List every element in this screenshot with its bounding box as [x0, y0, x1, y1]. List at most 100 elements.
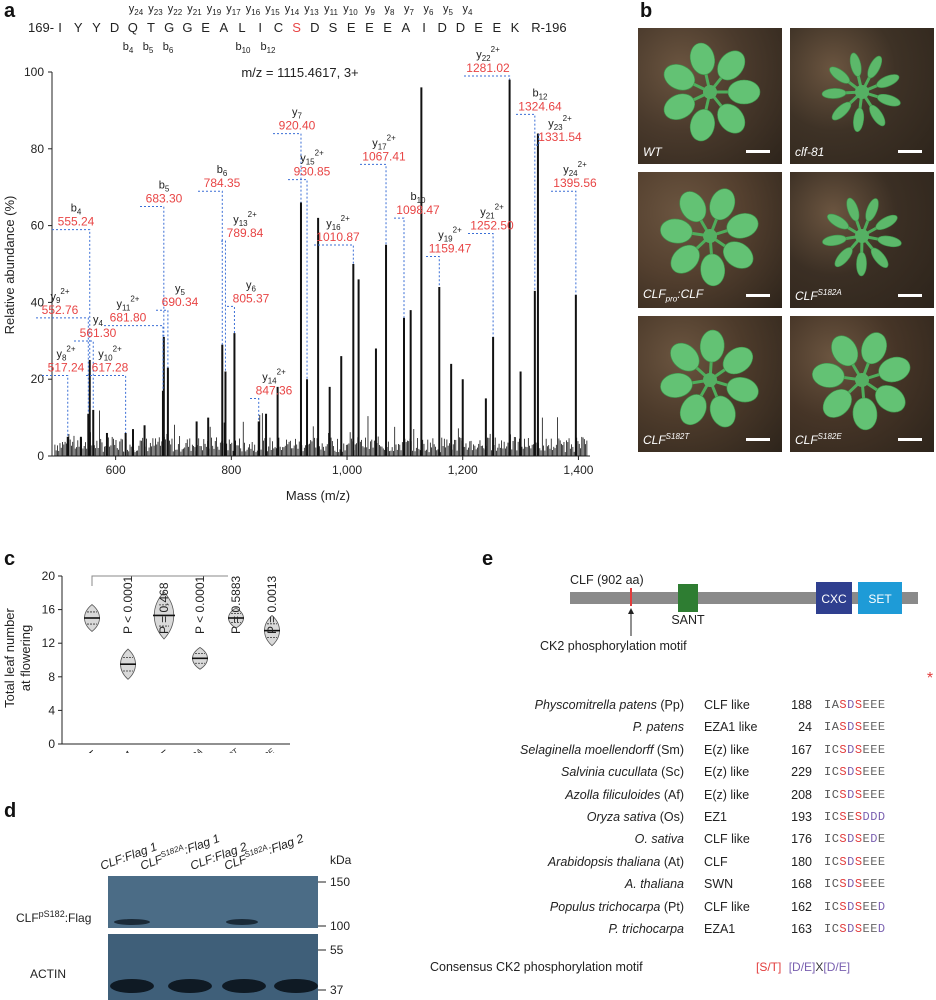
motif-label: CK2 phosphorylation motif — [540, 639, 687, 653]
y-ion-label: y10 — [343, 3, 358, 17]
ion-guide-line — [314, 244, 354, 264]
alignment-sequence: IASDSEEE — [824, 720, 886, 735]
ck2-site-marker — [630, 588, 632, 606]
band-actin — [168, 979, 212, 993]
peptide-residue: A — [219, 20, 228, 35]
ion-annotation-mz: 1395.56 — [553, 176, 597, 190]
ion-annotation-name: y92+ — [50, 287, 69, 305]
violin-x-label: CLFS182T — [199, 746, 245, 753]
plant-photo: CLFS182A — [790, 172, 934, 308]
ion-annotation-name: y142+ — [262, 368, 286, 386]
scale-bar — [746, 438, 770, 441]
peptide-residue: L — [238, 20, 245, 35]
violin-x-label: CLFS182E — [235, 746, 281, 753]
alignment-protein: EZ1 — [704, 810, 727, 824]
alignment-species: Oryza sativa (Os) — [586, 810, 684, 824]
spectrum-peaks — [54, 79, 588, 456]
ion-guide-line — [42, 375, 69, 437]
ion-annotation-name: y242+ — [563, 160, 587, 178]
alignment-position: 163 — [791, 922, 812, 936]
band-clf-lane3 — [226, 919, 258, 925]
ion-guide-line — [36, 317, 89, 414]
alignment-protein: CLF — [704, 854, 728, 869]
ion-annotation-name: y6 — [246, 279, 257, 293]
y-ion-label: y22 — [168, 3, 183, 17]
peptide-residue: D — [110, 20, 119, 35]
y-ion-label: y6 — [424, 3, 435, 17]
alignment-position: 168 — [791, 877, 812, 892]
alignment-row: Arabidopsis thaliana (At) CLF 180 ICSDSEEE — [420, 851, 920, 873]
alignment-species: Azolla filiculoides (Af) — [565, 787, 684, 802]
plant-photo: CLFpro:CLF — [638, 172, 782, 308]
plant-photo-label: WT — [643, 145, 662, 159]
plant-photo: WT — [638, 28, 782, 164]
p-value-label: P = 0.468 — [157, 582, 171, 634]
alignment-row: Salvinia cucullata (Sc) E(z) like 229 ICSDS… — [420, 761, 920, 783]
peptide-residue: Q — [128, 20, 138, 35]
violin-y-tick: 12 — [42, 636, 56, 650]
y-ion-label: y14 — [285, 3, 300, 17]
motif-arrowhead — [628, 608, 634, 614]
ion-annotation-name: y7 — [292, 107, 303, 121]
y-ion-label: y21 — [187, 3, 202, 17]
alignment-sequence: ICSDSEED — [824, 922, 886, 936]
ion-annotation-mz: 784.35 — [204, 176, 241, 190]
plant-photo-label: CLFS182E — [795, 432, 842, 447]
alignment-protein: E(z) like — [704, 787, 750, 802]
ion-annotation-mz: 683.30 — [146, 192, 183, 206]
band-actin — [110, 979, 154, 993]
p-value-label: P = 0.5883 — [229, 576, 243, 634]
ion-guide-line — [86, 375, 127, 433]
ion-annotation-mz: 930.85 — [294, 165, 331, 179]
ion-annotation-mz: 920.40 — [279, 119, 316, 133]
kda-label: kDa — [330, 853, 352, 867]
x-tick-label: 1,400 — [563, 463, 593, 477]
alignment-species: O. sativa — [634, 832, 684, 847]
peptide-end: R-196 — [531, 20, 566, 35]
violin-x-label: WT — [77, 747, 101, 753]
y-ion-label: y13 — [304, 3, 319, 17]
peptide-residue: E — [474, 20, 483, 35]
ion-annotation-name: y82+ — [56, 345, 75, 363]
band-actin — [274, 979, 318, 993]
ion-annotation-name: y5 — [175, 283, 186, 297]
ion-annotation-name: y112+ — [117, 295, 140, 313]
ion-annotation-mz: 690.34 — [162, 295, 199, 309]
ion-annotation-mz: 847.36 — [256, 384, 293, 398]
b-ion-label: b6 — [163, 41, 174, 55]
alignment-sequence: ICSDSEEE — [824, 787, 886, 802]
rosette-illustration — [663, 42, 761, 142]
peptide-residue: S — [329, 20, 338, 35]
ion-guide-line — [156, 309, 169, 368]
blot-bands — [110, 919, 318, 993]
ion-annotation-mz: 517.24 — [48, 361, 85, 375]
b-ion-label: b10 — [235, 41, 251, 55]
y-ion-label: y11 — [324, 3, 338, 17]
alignment-species: P. trichocarpa — [608, 922, 684, 936]
band-actin — [222, 979, 266, 993]
scale-bar — [746, 150, 770, 153]
blot-size-markers: 150 100 55 37 — [318, 875, 350, 997]
plant-photo-label: clf-81 — [795, 145, 825, 159]
ion-guide-line — [221, 240, 226, 372]
plant-photo: CLFS182T — [638, 316, 782, 452]
alignment-row: P. patens EZA1 like 24 IASDSEEE — [420, 716, 920, 738]
y-ion-label: y16 — [246, 3, 261, 17]
ion-annotation-mz: 1281.02 — [466, 61, 510, 75]
ion-guide-line — [227, 305, 235, 334]
ion-guide-line — [52, 229, 91, 360]
peptide-residue: D — [456, 20, 465, 35]
y-tick-label: 80 — [31, 142, 45, 156]
peptide-residue: G — [182, 20, 192, 35]
blot-clf-flag — [108, 876, 318, 928]
blot-label-actin: ACTIN — [30, 967, 66, 981]
rosette-illustration — [821, 52, 901, 133]
peptide-residue: S — [292, 20, 301, 35]
alignment-protein: E(z) like — [704, 742, 750, 757]
ion-annotation-mz: 1252.50 — [470, 218, 514, 232]
y-ion-label: y5 — [443, 3, 454, 17]
peptide-residue: T — [147, 20, 155, 35]
ion-annotation-name: y172+ — [372, 133, 396, 151]
rosette-illustration — [660, 188, 759, 287]
